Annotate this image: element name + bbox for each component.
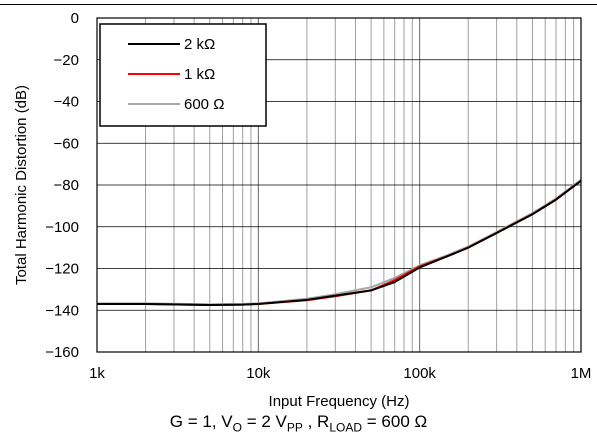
legend-label-1: 1 kΩ <box>184 66 215 83</box>
y-tick-label: −140 <box>45 302 79 319</box>
series-line-0 <box>97 180 582 307</box>
legend-box <box>99 23 267 127</box>
caption-r: , R <box>302 412 330 431</box>
y-tick-label: −120 <box>45 261 79 278</box>
y-tick-label: −160 <box>45 344 79 361</box>
y-tick-label: −20 <box>54 52 79 69</box>
x-tick-label: 100k <box>403 365 436 382</box>
caption-vo-sub: O <box>232 420 242 435</box>
y-tick-label: 0 <box>71 10 79 27</box>
x-tick-label: 1M <box>571 365 592 382</box>
legend-label-2: 600 Ω <box>184 96 224 113</box>
x-tick-label: 10k <box>246 365 271 382</box>
x-tick-label: 1k <box>89 365 105 382</box>
legend-label-0: 2 kΩ <box>184 36 215 53</box>
y-tick-label: −60 <box>54 135 79 152</box>
caption-gain: G = 1, V <box>169 412 233 431</box>
tick-labels: 0 −20 −40 −60 −80 −100 −120 −140 −160 1k 10k 100k 1M <box>45 10 591 382</box>
test-conditions-caption: G = 1, VO = 2 VPP , RLOAD = 600 Ω <box>0 412 597 434</box>
series-layer <box>97 178 582 307</box>
x-axis-label: Input Frequency (Hz) <box>269 393 410 410</box>
caption-rload-sub: LOAD <box>329 420 363 435</box>
y-axis-label: Total Harmonic Distortion (dB) <box>13 85 30 285</box>
y-tick-label: −80 <box>54 177 79 194</box>
caption-vo: = 2 V <box>241 412 287 431</box>
plot-border <box>96 17 582 353</box>
y-tick-label: −40 <box>54 94 79 111</box>
caption-vpp-sub: PP <box>286 420 303 435</box>
caption-rload-value: = 600 Ω <box>362 412 428 431</box>
legend: 2 kΩ 1 kΩ 600 Ω <box>99 23 267 127</box>
y-tick-label: −100 <box>45 219 79 236</box>
